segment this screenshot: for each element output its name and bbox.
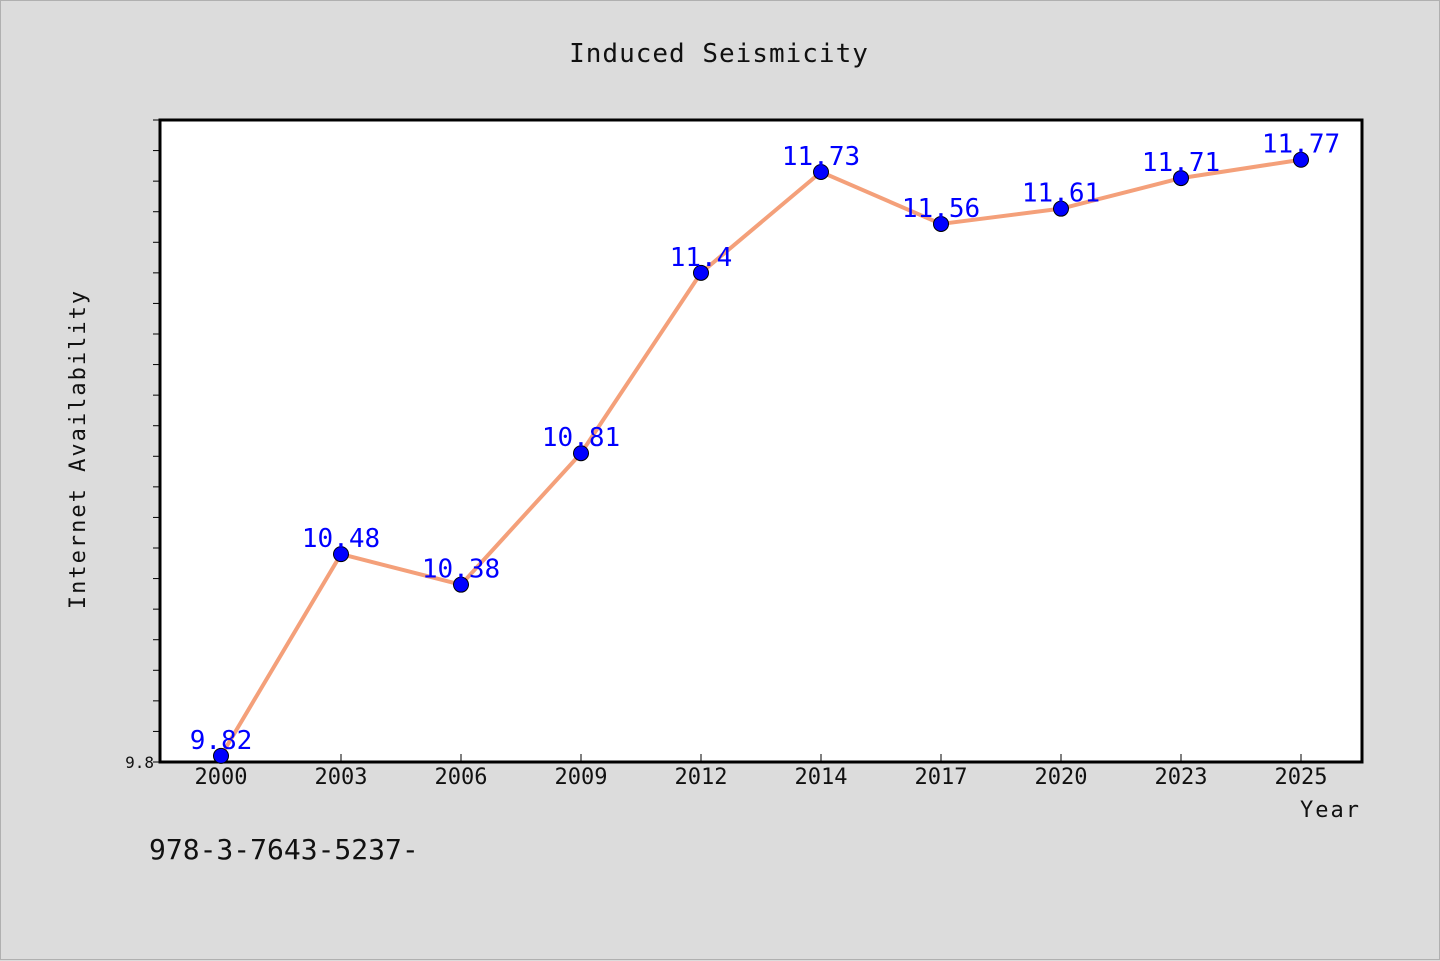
data-label: 10.38 — [422, 555, 500, 585]
footer-code: 978-3-7643-5237- — [149, 833, 419, 866]
x-tick-label: 2023 — [1155, 765, 1208, 790]
data-point — [693, 264, 709, 281]
x-tick-label: 2012 — [675, 765, 728, 790]
plot-area — [158, 118, 1364, 764]
data-label: 10.81 — [542, 423, 620, 453]
data-label: 11.56 — [902, 194, 980, 224]
data-label: 11.4 — [670, 243, 733, 273]
data-point — [213, 747, 229, 764]
data-point — [1053, 200, 1069, 217]
x-tick-label: 2000 — [195, 765, 248, 790]
data-point — [813, 163, 829, 180]
data-label: 10.48 — [302, 524, 380, 554]
chart-title: Induced Seismicity — [569, 39, 869, 69]
series-line — [219, 157, 1302, 757]
y-axis-ticks: 9.8 — [125, 119, 160, 772]
x-tick-label: 2020 — [1035, 765, 1088, 790]
x-tick-label: 2009 — [555, 765, 608, 790]
x-axis-label: Year — [1300, 798, 1361, 823]
data-label: 9.82 — [190, 726, 253, 756]
data-label: 11.77 — [1262, 130, 1340, 160]
x-tick-label: 2017 — [915, 765, 968, 790]
data-label: 11.61 — [1022, 179, 1100, 209]
x-tick-label: 2006 — [435, 765, 488, 790]
data-point — [933, 215, 949, 232]
x-tick-label: 2003 — [315, 765, 368, 790]
y-axis-label: Internet Availability — [66, 289, 91, 609]
series-layer — [213, 151, 1309, 764]
x-tick-label: 2014 — [795, 765, 848, 790]
data-point — [453, 576, 469, 593]
y-tick-label: 9.8 — [125, 753, 154, 772]
data-label: 11.73 — [782, 142, 860, 172]
data-point — [1293, 151, 1309, 168]
data-label: 11.71 — [1142, 148, 1220, 178]
x-tick-label: 2025 — [1275, 765, 1328, 790]
data-labels: 9.82 10.48 10.38 10.81 11.4 11.73 11.56 11.61 11… — [190, 130, 1340, 756]
data-point — [333, 546, 349, 563]
data-point — [573, 445, 589, 462]
data-point — [1173, 170, 1189, 187]
